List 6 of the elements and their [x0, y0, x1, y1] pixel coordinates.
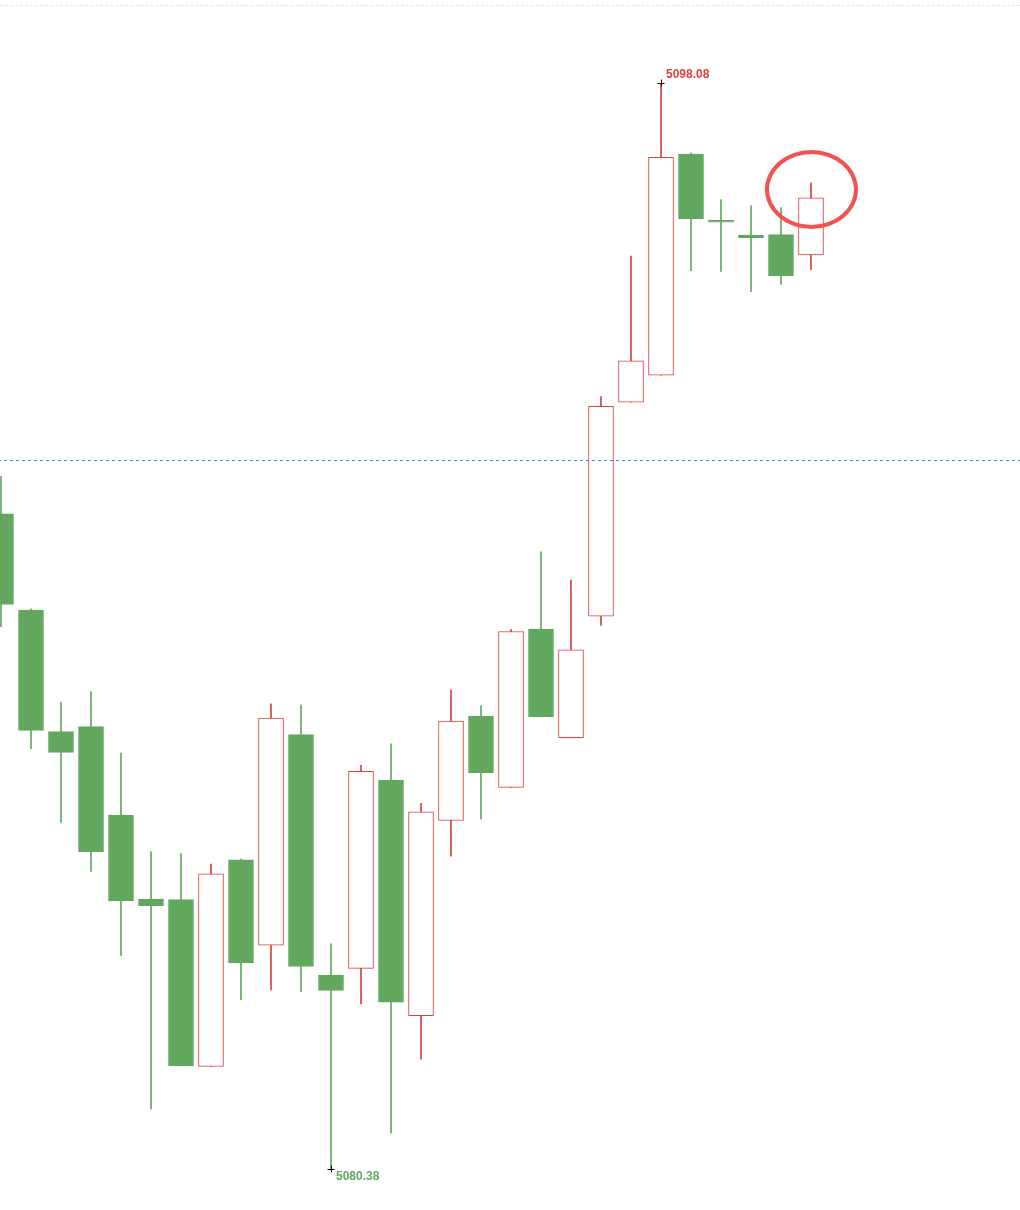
candlestick: [138, 851, 164, 1110]
text: 5098.08: [666, 67, 710, 82]
candlestick: [738, 205, 764, 292]
candlestick: [708, 199, 734, 272]
candlestick: [48, 701, 74, 823]
annotation: 5080.38: [336, 1169, 380, 1184]
